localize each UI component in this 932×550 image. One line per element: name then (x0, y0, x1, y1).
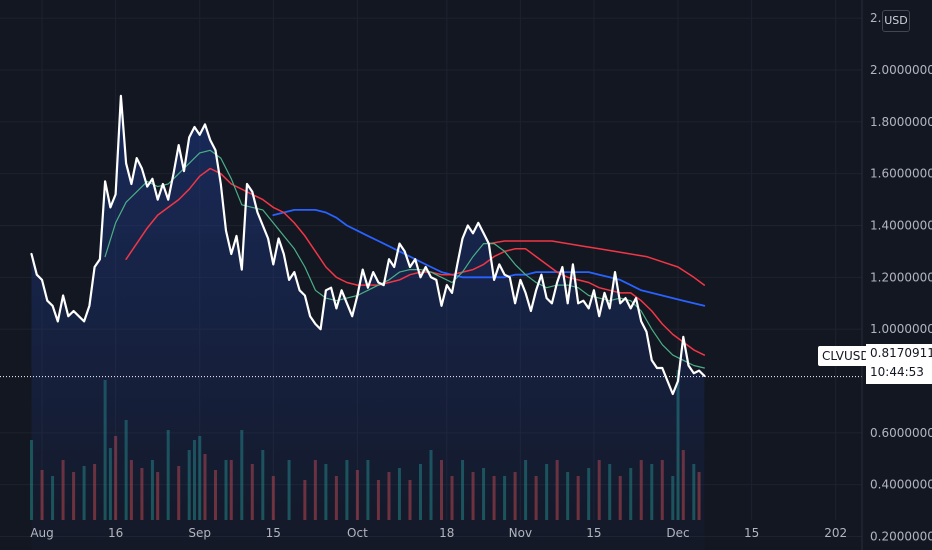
x-tick-label-10: 202 (824, 526, 847, 540)
price-axis[interactable]: 2.22.000000001.800000001.600000001.40000… (870, 11, 932, 543)
x-tick-label-8: Dec (666, 526, 689, 540)
series-price (30, 94, 706, 396)
series-ma-long (272, 209, 706, 307)
symbol-label: CLVUSD (818, 346, 874, 366)
x-tick-label-6: Nov (509, 526, 532, 540)
x-tick-label-7: 15 (586, 526, 601, 540)
bar-countdown: 10:44:53 (870, 365, 924, 379)
series-ma-200 (488, 240, 706, 286)
price-area (31, 95, 705, 550)
x-tick-label-4: Oct (347, 526, 368, 540)
y-tick-label-2: 1.80000000 (870, 115, 932, 129)
y-tick-label-9: 0.20000000 (870, 530, 932, 544)
series-ma-short (104, 149, 705, 369)
x-tick-label-9: 15 (744, 526, 759, 540)
series-lines (30, 94, 706, 396)
time-axis[interactable]: Aug 16 Sep 15 Oct 18 Nov 15 Dec 15 202 (30, 526, 847, 540)
x-tick-label-1: 16 (108, 526, 123, 540)
currency-unit-button[interactable]: USD (882, 10, 910, 32)
x-tick-label-3: 15 (266, 526, 281, 540)
y-tick-label-5: 1.20000000 (870, 270, 932, 284)
x-tick-label-2: Sep (188, 526, 211, 540)
x-tick-label-0: Aug (30, 526, 53, 540)
x-tick-label-5: 18 (439, 526, 454, 540)
series-ma-mid (125, 167, 706, 356)
